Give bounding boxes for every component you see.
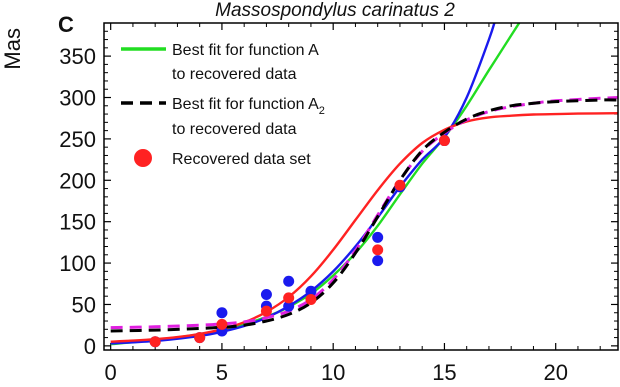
y-tick-label: 50	[72, 292, 96, 317]
data-point	[283, 275, 295, 287]
data-point	[372, 255, 384, 267]
panel-label: C	[58, 12, 74, 37]
data-point	[283, 300, 295, 312]
x-tick-label: 10	[321, 360, 345, 385]
data-point	[194, 332, 206, 344]
legend-label-function-a: Best fit for function A	[172, 42, 319, 59]
data-point	[260, 305, 272, 317]
y-tick-label: 150	[59, 210, 96, 235]
data-point	[394, 179, 406, 191]
fit-curve	[110, 112, 618, 343]
legend-label-function-a2-sub: to recovered data	[172, 121, 297, 138]
data-point	[305, 285, 317, 297]
x-tick-label: 15	[432, 360, 456, 385]
fit-curve	[110, 23, 496, 345]
x-tick-label: 5	[216, 360, 228, 385]
data-point	[283, 292, 295, 304]
legend-label-function-a2: Best fit for function A2	[172, 96, 325, 117]
chart-title: Massospondylus carinatus 2	[215, 0, 455, 21]
y-tick-label: 350	[59, 44, 96, 69]
y-tick-label: 0	[84, 334, 96, 359]
data-point	[216, 307, 228, 319]
y-axis-label: Mas	[0, 28, 25, 70]
legend-label-recovered: Recovered data set	[172, 151, 311, 168]
fit-curve	[110, 98, 618, 333]
legend-label-function-a2-main: Best fit for function A	[172, 96, 319, 113]
x-tick-label: 20	[543, 360, 567, 385]
legend-label-function-a2-subscript: 2	[319, 105, 325, 117]
y-tick-label: 200	[59, 168, 96, 193]
data-point	[260, 289, 272, 301]
data-point	[372, 244, 384, 256]
data-point	[372, 231, 384, 243]
legend: Best fit for function A to recovered dat…	[121, 42, 325, 168]
x-tick-label: 0	[105, 360, 117, 385]
plot-frame	[103, 22, 619, 351]
series-layer	[110, 23, 618, 348]
data-point	[438, 135, 450, 147]
data-point	[149, 336, 161, 348]
data-point	[305, 294, 317, 306]
legend-marker-recovered	[134, 149, 152, 167]
legend-label-function-a-sub: to recovered data	[172, 66, 297, 83]
y-tick-label: 300	[59, 86, 96, 111]
y-tick-label: 250	[59, 127, 96, 152]
y-tick-label: 100	[59, 251, 96, 276]
data-point	[216, 318, 228, 330]
